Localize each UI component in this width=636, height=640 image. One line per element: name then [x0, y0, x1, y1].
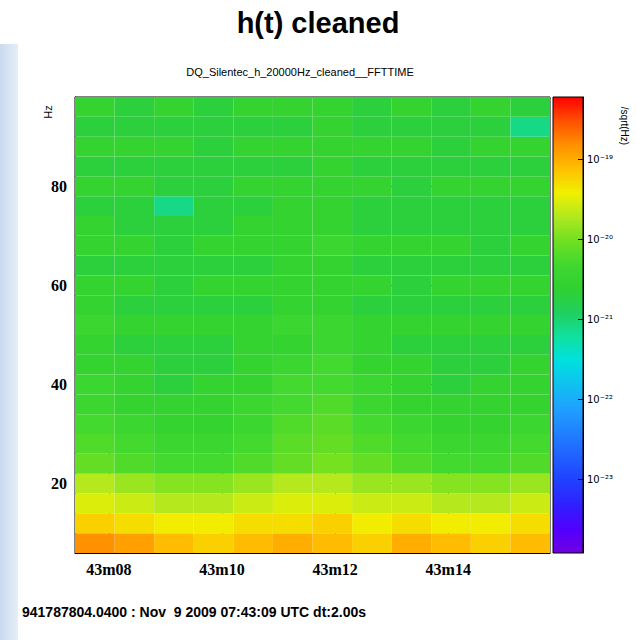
svg-text:43m12: 43m12 — [312, 561, 357, 578]
svg-text:60: 60 — [51, 277, 67, 294]
svg-text:10⁻²¹: 10⁻²¹ — [587, 314, 613, 325]
svg-text:/sqrt(Hz): /sqrt(Hz) — [619, 107, 630, 145]
svg-text:Hz: Hz — [42, 105, 54, 118]
svg-text:10⁻²²: 10⁻²² — [587, 394, 613, 405]
svg-text:43m10: 43m10 — [199, 561, 244, 578]
svg-text:10⁻¹⁹: 10⁻¹⁹ — [587, 154, 613, 165]
html-text:h(t) cleaned: h(t) cleaned — [236, 7, 400, 39]
svg-text:80: 80 — [51, 178, 67, 195]
svg-text:DQ_Silentec_h_20000Hz_cleaned_: DQ_Silentec_h_20000Hz_cleaned__FFTTIME — [186, 66, 413, 78]
svg-text:10⁻²³: 10⁻²³ — [587, 474, 613, 485]
svg-text:43m08: 43m08 — [86, 561, 131, 578]
html-text:941787804.0400 : Nov 9 2009 07: 941787804.0400 : Nov 9 2009 07:43:09 UTC… — [22, 604, 366, 620]
svg-text:20: 20 — [51, 475, 67, 492]
svg-text:10⁻²⁰: 10⁻²⁰ — [587, 234, 613, 245]
svg-text:43m14: 43m14 — [426, 561, 471, 578]
svg-text:40: 40 — [51, 376, 67, 393]
